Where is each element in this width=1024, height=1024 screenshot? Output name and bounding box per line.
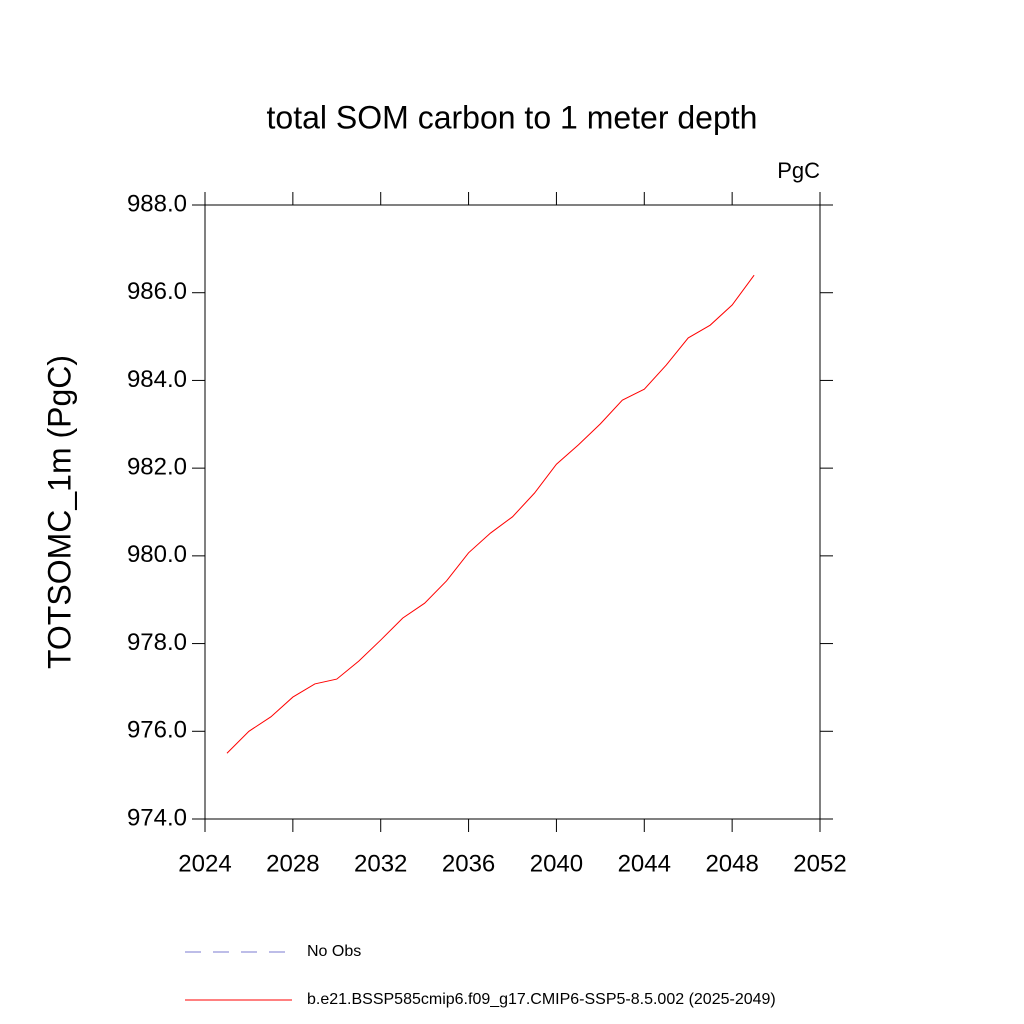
plot-frame (204, 204, 821, 820)
y-tick-label: 978.0 (127, 629, 187, 656)
series-line (226, 274, 755, 754)
y-tick-label: 986.0 (127, 278, 187, 305)
y-tick-label: 976.0 (127, 717, 187, 744)
y-tick-label: 982.0 (127, 453, 187, 480)
x-tick-label: 2052 (793, 850, 846, 877)
legend-label: b.e21.BSSP585cmip6.f09_g17.CMIP6-SSP5-8.… (307, 991, 776, 1008)
x-tick-label: 2028 (266, 850, 319, 877)
legend-label: No Obs (307, 943, 361, 960)
x-tick-label: 2024 (178, 850, 231, 877)
y-tick-label: 980.0 (127, 541, 187, 568)
x-tick-label: 2040 (530, 850, 583, 877)
x-tick-label: 2032 (354, 850, 407, 877)
y-tick-label: 974.0 (127, 804, 187, 831)
y-tick-label: 988.0 (127, 190, 187, 217)
y-axis-label: TOTSOMC_1m (PgC) (41, 355, 77, 669)
chart-title: total SOM carbon to 1 meter depth (267, 99, 758, 135)
x-tick-label: 2048 (705, 850, 758, 877)
units-label: PgC (777, 158, 820, 183)
y-tick-label: 984.0 (127, 366, 187, 393)
x-tick-label: 2036 (442, 850, 495, 877)
x-tick-label: 2044 (618, 850, 671, 877)
